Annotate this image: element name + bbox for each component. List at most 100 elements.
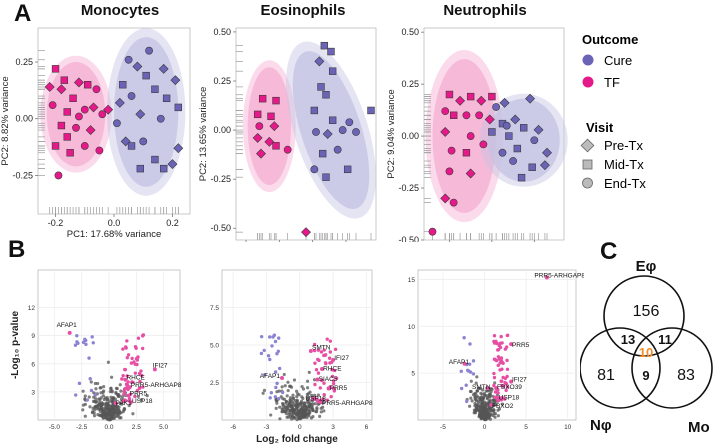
- gene-point: [311, 397, 316, 401]
- volcano-point-up: [139, 369, 143, 373]
- volcano-point-up: [504, 388, 508, 393]
- volcano-point-ns: [94, 387, 98, 391]
- volcano-point-ns: [139, 398, 144, 402]
- gene-label: PRR5-ARHGAP8: [322, 400, 373, 407]
- legend-tf-marker: [582, 76, 594, 88]
- volcano-point-ns: [100, 410, 105, 414]
- volcano-point-ns: [486, 414, 490, 419]
- y-tick-label: 0.25: [401, 79, 419, 89]
- volcano-point-ns: [493, 381, 497, 385]
- volcano-point-down: [465, 368, 470, 373]
- volcano-point-down: [273, 339, 278, 344]
- data-point-tf-pretx: [440, 126, 451, 137]
- y-tick-label: 2.5: [210, 380, 219, 387]
- volcano-point-up: [314, 368, 319, 372]
- volcano-point-down: [275, 351, 279, 356]
- volcano-point-down: [269, 391, 274, 395]
- volcano-point-ns: [81, 389, 85, 393]
- data-point-tf-endtx: [54, 171, 63, 180]
- volcano-point-up: [329, 394, 333, 399]
- volcano-point-down: [270, 344, 274, 348]
- volcano-point-ns: [488, 394, 492, 399]
- venn-count-eo-neu: 13: [621, 332, 635, 347]
- volcano-point-ns: [496, 414, 500, 418]
- x-axis-label: PC1: 17.68% variance: [67, 229, 162, 240]
- data-point-tf-pretx: [465, 168, 476, 179]
- data-point-cure-endtx: [509, 157, 517, 165]
- volcano-point-ns: [319, 410, 323, 414]
- volcano-point-down: [277, 366, 282, 371]
- volcano-point-ns: [480, 392, 484, 396]
- volcano-point-ns: [97, 407, 101, 412]
- volcano-point-up: [125, 339, 129, 343]
- volcano-point-ns: [102, 397, 106, 402]
- volcano-point-up: [133, 394, 137, 399]
- data-point-tf-midtx: [83, 81, 92, 89]
- volcano-point-ns: [91, 410, 95, 414]
- volcano-point-up: [133, 371, 138, 375]
- volcano-point-ns: [307, 370, 311, 374]
- data-point-tf-pretx: [256, 148, 266, 159]
- x-tick-label: 0.0: [104, 424, 113, 431]
- volcano-point-up: [121, 373, 125, 378]
- data-point-cure-pretx: [158, 63, 169, 74]
- volcano-point-ns: [318, 414, 322, 418]
- volcano-point-up: [138, 386, 142, 390]
- volcano-point-ns: [297, 393, 301, 397]
- volcano-point-ns: [131, 412, 135, 416]
- volcano-point-up: [316, 400, 320, 404]
- data-point-tf-endtx: [447, 146, 456, 155]
- x-tick-label: 0: [483, 424, 487, 431]
- volcano-point-up: [331, 379, 336, 383]
- volcano-point-up: [137, 371, 142, 376]
- volcano-point-ns: [307, 414, 311, 418]
- volcano-point-ns: [469, 379, 473, 383]
- volcano-point-down: [468, 342, 472, 346]
- legend-visit-title: Visit: [586, 120, 614, 135]
- volcano-point-up: [320, 378, 324, 382]
- volcano-point-ns: [275, 390, 279, 394]
- gene-label: PAK1: [116, 400, 133, 407]
- volcano-point-ns: [472, 408, 477, 412]
- volcano-point-up: [330, 374, 335, 379]
- volcano-point-up: [325, 337, 329, 341]
- volcano-point-up: [505, 367, 510, 371]
- data-point-cure-midtx: [328, 67, 337, 75]
- volcano-point-ns: [291, 396, 295, 401]
- data-point-cure-pretx: [173, 143, 184, 154]
- data-point-cure-midtx: [327, 47, 335, 56]
- volcano-point-down: [267, 335, 272, 339]
- volcano-point-ns: [117, 410, 121, 414]
- volcano-point-up: [322, 381, 326, 385]
- data-point-tf-endtx: [283, 145, 292, 154]
- volcano-point-up: [318, 386, 323, 390]
- volcano-point-ns: [88, 405, 92, 409]
- x-tick-label: 0.2: [166, 218, 179, 228]
- volcano-point-ns: [299, 403, 303, 407]
- volcano-point-down: [459, 369, 463, 373]
- gene-label: AFAP1: [260, 373, 281, 380]
- data-point-cure-midtx: [136, 164, 145, 173]
- volcano-point-ns: [101, 389, 106, 393]
- volcano-point-ns: [476, 395, 480, 399]
- volcano-point-up: [125, 374, 129, 378]
- data-point-tf-pretx: [301, 227, 311, 238]
- y-tick-label: 0.25: [15, 57, 33, 67]
- gene-label: USP18: [305, 396, 326, 403]
- volcano-point-up: [499, 334, 503, 339]
- volcano-point-ns: [103, 413, 107, 417]
- volcano-point-up: [312, 348, 317, 353]
- volcano-point-ns: [487, 410, 491, 414]
- gene-label: USP18: [132, 398, 153, 405]
- volcano-point-down: [273, 370, 278, 374]
- data-point-cure-pretx: [167, 159, 178, 170]
- data-point-cure-midtx: [151, 85, 159, 93]
- volcano-point-ns: [92, 395, 96, 399]
- volcano-point-ns: [114, 390, 118, 395]
- volcano-point-ns: [310, 393, 314, 397]
- y-tick-label: -0.50: [210, 223, 231, 233]
- venn-count-eo-mono: 11: [658, 332, 672, 347]
- data-point-cure-pretx: [170, 75, 181, 86]
- gene-point: [318, 400, 323, 404]
